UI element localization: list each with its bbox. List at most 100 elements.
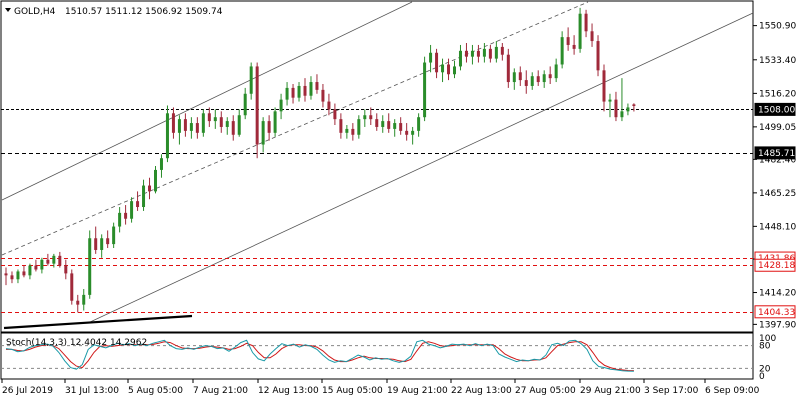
- collapse-triangle-icon[interactable]: [5, 8, 11, 12]
- candle-body: [285, 87, 289, 100]
- candle-body: [530, 76, 534, 86]
- support-trendline[interactable]: [3, 314, 193, 330]
- channel-middle-line[interactable]: [1, 1, 589, 256]
- stoch-axis-label: 0: [759, 372, 765, 382]
- time-tick-label: 27 Aug 05:00: [515, 386, 576, 396]
- candle-body: [46, 259, 50, 264]
- candle-body: [494, 46, 498, 59]
- price-tick-label: 1414.20: [759, 289, 796, 299]
- candle-body: [417, 117, 421, 131]
- candle-body: [106, 238, 110, 245]
- time-tick-label: 15 Aug 05:00: [322, 386, 383, 396]
- candle-body: [267, 121, 271, 133]
- candle-body: [429, 52, 433, 63]
- candle-body: [159, 158, 163, 170]
- price-level-box: [754, 146, 796, 160]
- candle-body: [524, 80, 528, 86]
- candle-body: [201, 113, 205, 133]
- candle-body: [476, 50, 480, 57]
- price-tick-label: 1516.20: [759, 89, 796, 99]
- candle-body: [464, 50, 468, 57]
- candle-body: [447, 64, 451, 75]
- channel-upper-line[interactable]: [1, 1, 413, 201]
- price-level-label: 1404.33: [758, 308, 795, 318]
- candle-body: [142, 185, 146, 208]
- candle-body: [351, 128, 355, 135]
- candle-body: [369, 115, 373, 120]
- candle-body: [339, 119, 343, 133]
- candle-body: [435, 52, 439, 73]
- candle-body: [584, 13, 588, 32]
- candle-body: [88, 238, 92, 295]
- candle-body: [4, 273, 8, 276]
- candle-body: [70, 273, 74, 301]
- candle-body: [255, 66, 259, 145]
- candle-body: [22, 271, 26, 276]
- time-tick-label: 31 Jul 13:00: [65, 386, 119, 396]
- candle-body: [231, 121, 235, 135]
- candle-body: [136, 201, 140, 208]
- candle-body: [177, 119, 181, 133]
- candle-body: [76, 300, 80, 305]
- candle-body: [590, 31, 594, 42]
- candle-body: [94, 238, 98, 250]
- candle-body: [482, 48, 486, 57]
- candle-body: [626, 107, 630, 112]
- stoch-axis-label: 80: [759, 342, 771, 352]
- candle-body: [453, 66, 456, 75]
- candle-body: [189, 123, 193, 131]
- candle-body: [34, 265, 38, 270]
- candle-body: [387, 121, 391, 129]
- candle-body: [309, 82, 313, 96]
- candle-body: [100, 238, 104, 250]
- candle-body: [614, 99, 618, 118]
- candle-body: [303, 85, 307, 96]
- candle-body: [291, 87, 295, 98]
- horizontal-levels[interactable]: [1, 109, 753, 313]
- candle-body: [572, 44, 576, 49]
- candle-body: [488, 48, 492, 59]
- price-tick-label: 1550.90: [759, 22, 796, 32]
- channel-lower-line[interactable]: [87, 12, 754, 324]
- trend-channel[interactable]: [1, 1, 754, 330]
- time-tick-label: 5 Aug 05:00: [128, 386, 183, 396]
- candle-body: [64, 265, 68, 274]
- time-tick-label: 7 Aug 21:00: [193, 386, 248, 396]
- candle-body: [315, 82, 319, 90]
- candle-body: [506, 54, 510, 83]
- candle-body: [470, 50, 474, 57]
- candle-body: [602, 70, 606, 102]
- price-level-box: [754, 305, 796, 319]
- candle-body: [58, 255, 62, 266]
- candle-body: [154, 169, 157, 192]
- candle-body: [375, 119, 379, 127]
- price-tick-label: 1499.05: [759, 123, 796, 133]
- candle-body: [405, 130, 409, 135]
- candle-body: [566, 37, 570, 45]
- time-tick-label: 26 Jul 2019: [2, 386, 53, 396]
- candle-body: [399, 123, 403, 131]
- candle-body: [596, 41, 600, 71]
- symbol-label: GOLD,H4: [14, 7, 56, 17]
- candle-body: [458, 50, 462, 67]
- candle-body: [112, 226, 116, 245]
- candle-body: [620, 111, 624, 118]
- time-axis-ticks: 26 Jul 2019 31 Jul 13:00 5 Aug 05:00 7 Aug …: [1, 379, 760, 396]
- price-tick-label: 1448.10: [759, 222, 796, 232]
- candle-body: [381, 121, 385, 127]
- time-tick-label: 29 Aug 21:00: [580, 386, 641, 396]
- price-axis-ticks: 1550.90 1533.40 1516.20 1499.05 1482.40 1465.…: [753, 22, 796, 330]
- candle-body: [632, 104, 636, 106]
- candle-body: [124, 212, 128, 219]
- time-tick-label: 22 Aug 13:00: [451, 386, 512, 396]
- candle-body: [225, 121, 229, 127]
- candle-body: [345, 128, 349, 133]
- candle-body: [411, 130, 415, 135]
- candle-body: [118, 212, 122, 227]
- candle-body: [213, 117, 217, 122]
- ohlc-values: 1510.57 1511.12 1506.92 1509.74: [65, 7, 223, 17]
- candle-body: [183, 119, 187, 131]
- candle-body: [10, 275, 14, 280]
